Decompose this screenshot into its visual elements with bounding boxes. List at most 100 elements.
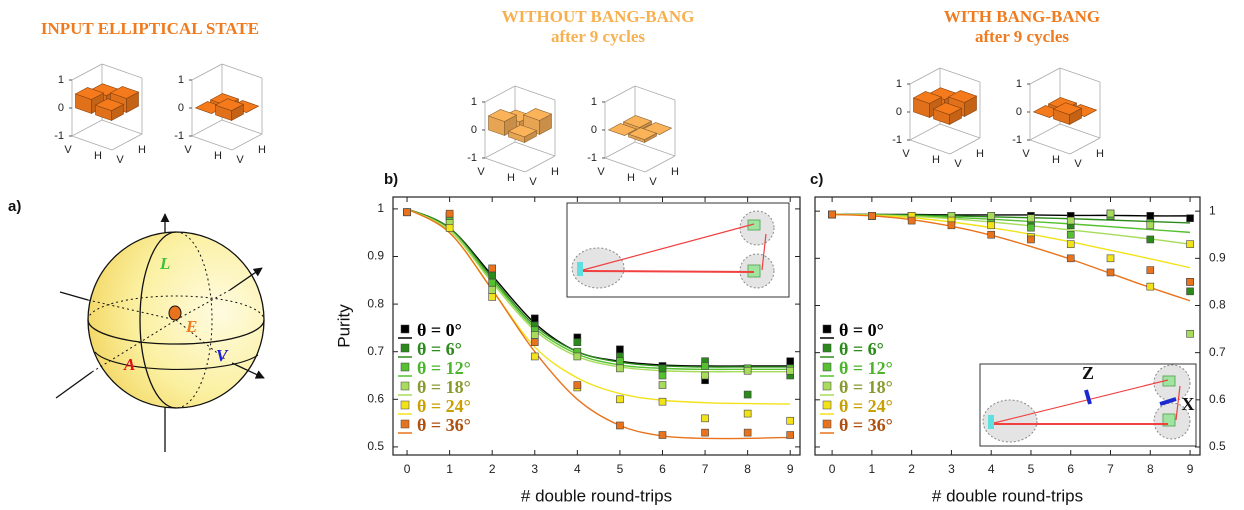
legend-label: θ = 0° xyxy=(417,320,462,340)
data-point xyxy=(616,396,623,403)
axis-frame xyxy=(910,68,940,84)
data-point xyxy=(988,212,995,219)
axis-label: H xyxy=(627,172,635,184)
figure: INPUT ELLIPTICAL STATE WITHOUT BANG-BANG… xyxy=(0,0,1244,510)
data-point xyxy=(1187,288,1194,295)
axis-frame xyxy=(102,120,142,134)
x-tick-label: 8 xyxy=(1147,462,1154,476)
y-tick-label: 0.6 xyxy=(367,391,384,405)
y-tick-label: 0.8 xyxy=(367,296,384,310)
data-point xyxy=(1027,224,1034,231)
data-point xyxy=(1027,215,1034,222)
axis-label: H xyxy=(976,148,984,160)
axis-frame xyxy=(1060,68,1100,82)
axis-label: H xyxy=(1052,154,1060,166)
data-point xyxy=(1107,255,1114,262)
x-tick-label: 7 xyxy=(1107,462,1114,476)
data-point xyxy=(988,222,995,229)
legend-marker xyxy=(823,420,831,428)
axis-frame xyxy=(192,120,222,136)
subheading: after 9 cycles xyxy=(551,27,645,46)
z-tick-label: 1 xyxy=(896,78,902,90)
data-point xyxy=(1067,241,1074,248)
axis-frame xyxy=(1030,68,1060,84)
data-point xyxy=(702,415,709,422)
y-tick-label: 0.5 xyxy=(1209,439,1226,453)
z-tick-label: 1 xyxy=(1016,78,1022,90)
legend-label: θ = 0° xyxy=(839,320,884,340)
data-point xyxy=(948,222,955,229)
x-tick-label: 0 xyxy=(404,462,411,476)
y-tick-label: 1 xyxy=(1209,203,1216,217)
axis-label: H xyxy=(258,144,266,156)
legend-marker xyxy=(823,401,831,409)
x-tick-label: 2 xyxy=(908,462,915,476)
legend-label: θ = 18° xyxy=(417,377,471,397)
x-tick-label: 4 xyxy=(988,462,995,476)
legend-label: θ = 12° xyxy=(839,358,893,378)
sphere-label: A xyxy=(123,355,135,374)
inset-label: Z xyxy=(1082,363,1094,383)
axis-frame xyxy=(192,64,222,80)
data-point xyxy=(659,365,666,372)
axis-label: V xyxy=(116,154,124,166)
x-axis-label: # double round-trips xyxy=(932,486,1083,505)
z-tick-label: 1 xyxy=(58,74,64,86)
x-tick-label: 9 xyxy=(1187,462,1194,476)
data-point xyxy=(744,367,751,374)
z-tick-label: 0 xyxy=(178,102,184,114)
data-point xyxy=(1187,241,1194,248)
legend-label: θ = 6° xyxy=(417,339,462,359)
z-tick-label: 1 xyxy=(591,96,597,108)
y-tick-label: 0.9 xyxy=(367,249,384,263)
data-point xyxy=(659,432,666,439)
axis-label: V xyxy=(1074,158,1082,170)
z-tick-label: 0 xyxy=(896,106,902,118)
y-tick-label: 1 xyxy=(377,201,384,215)
legend-marker xyxy=(823,363,831,371)
data-point xyxy=(616,422,623,429)
axis-frame xyxy=(222,64,262,78)
axis-label: H xyxy=(932,154,940,166)
x-tick-label: 5 xyxy=(617,462,624,476)
data-point xyxy=(574,382,581,389)
axis-label: V xyxy=(954,158,962,170)
legend-marker xyxy=(401,382,409,390)
data-point xyxy=(787,367,794,374)
axis-frame xyxy=(72,64,102,80)
axis-label: H xyxy=(138,144,146,156)
inset-label: X xyxy=(1182,394,1195,414)
axis-label: V xyxy=(529,176,537,188)
data-point xyxy=(787,432,794,439)
axis-label: V xyxy=(597,166,605,178)
data-point xyxy=(489,265,496,272)
data-point xyxy=(787,417,794,424)
axis-label: H xyxy=(94,150,102,162)
panel-label: a) xyxy=(8,198,21,215)
axis-frame xyxy=(192,136,232,150)
density-plot: 10-1VHVH xyxy=(892,68,984,170)
data-point xyxy=(659,398,666,405)
data-point xyxy=(988,231,995,238)
heading: WITHOUT BANG-BANG xyxy=(502,7,695,26)
x-tick-label: 3 xyxy=(948,462,955,476)
x-tick-label: 7 xyxy=(702,462,709,476)
z-tick-label: -1 xyxy=(892,134,902,146)
z-tick-label: -1 xyxy=(54,130,64,142)
panel-label: b) xyxy=(384,171,398,188)
data-point xyxy=(1147,236,1154,243)
data-point xyxy=(489,286,496,293)
panel-label: c) xyxy=(810,171,823,188)
axis-frame xyxy=(910,124,940,140)
z-tick-label: -1 xyxy=(587,152,597,164)
axis-frame xyxy=(940,124,980,138)
data-point xyxy=(702,362,709,369)
z-tick-label: 0 xyxy=(58,102,64,114)
data-point xyxy=(702,372,709,379)
axis-label: H xyxy=(671,166,679,178)
data-point xyxy=(908,217,915,224)
data-point xyxy=(616,365,623,372)
sphere-label: E xyxy=(185,317,197,336)
data-point xyxy=(616,358,623,365)
